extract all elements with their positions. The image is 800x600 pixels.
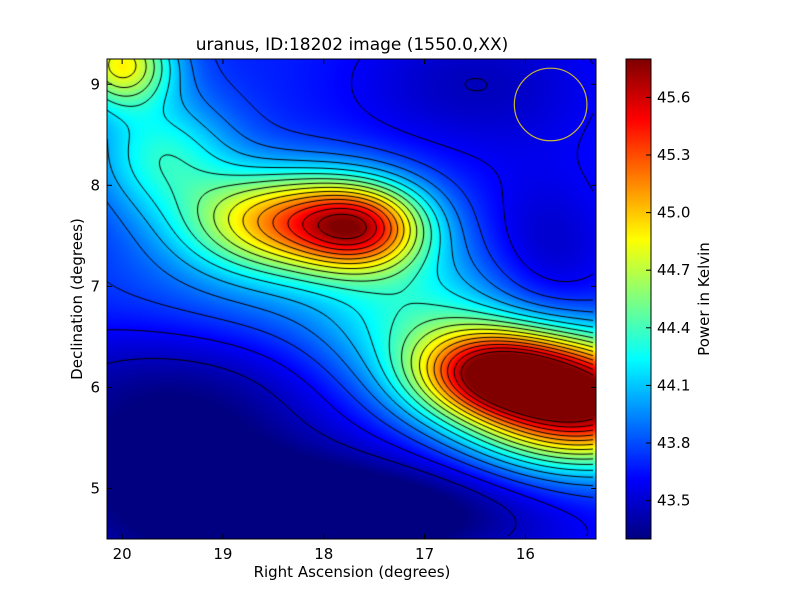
y-tick-label: 6: [90, 378, 100, 396]
y-tick-label: 8: [90, 176, 100, 194]
x-tick-label: 16: [516, 545, 535, 563]
heatmap-canvas: [107, 59, 596, 539]
colorbar-axis: 43.5 43.8 44.1 44.4 44.7 45.0 45.3 45.6: [646, 88, 690, 510]
colorbar-gradient: [626, 59, 651, 539]
colorbar-tick-label: 43.5: [657, 492, 690, 510]
colorbar-tick-label: 45.3: [657, 146, 690, 164]
colorbar-tick-label: 45.0: [657, 204, 690, 222]
colorbar-frame: [625, 58, 652, 540]
colorbar-tick-label: 43.8: [657, 434, 690, 452]
x-axis: 20 19 18 17 16: [113, 59, 535, 563]
y-axis: 5 6 7 8 9: [90, 75, 596, 497]
plot-frame: [106, 58, 597, 540]
y-tick-label: 5: [90, 479, 100, 497]
colorbar-label: Power in Kelvin: [695, 242, 713, 356]
x-tick-label: 19: [213, 545, 232, 563]
colorbar-tick-label: 44.1: [657, 376, 690, 394]
beam-marker-layer: [513, 67, 588, 142]
y-tick-label: 7: [90, 277, 100, 295]
colorbar-tick-label: 45.6: [657, 88, 690, 106]
heatmap-plot: [106, 58, 597, 540]
x-tick-label: 20: [113, 545, 132, 563]
beam-marker: [513, 67, 588, 142]
colorbar: 43.5 43.8 44.1 44.4 44.7 45.0 45.3 45.6 Power i…: [625, 58, 713, 540]
x-tick-label: 17: [415, 545, 434, 563]
chart-title: uranus, ID:18202 image (1550.0,XX): [196, 35, 509, 55]
colorbar-tick-label: 44.4: [657, 319, 690, 337]
colorbar-tick-label: 44.7: [657, 261, 690, 279]
y-tick-label: 9: [90, 75, 100, 93]
y-axis-label: Declination (degrees): [68, 218, 86, 380]
x-axis-label: Right Ascension (degrees): [254, 563, 451, 581]
x-tick-label: 18: [314, 545, 333, 563]
